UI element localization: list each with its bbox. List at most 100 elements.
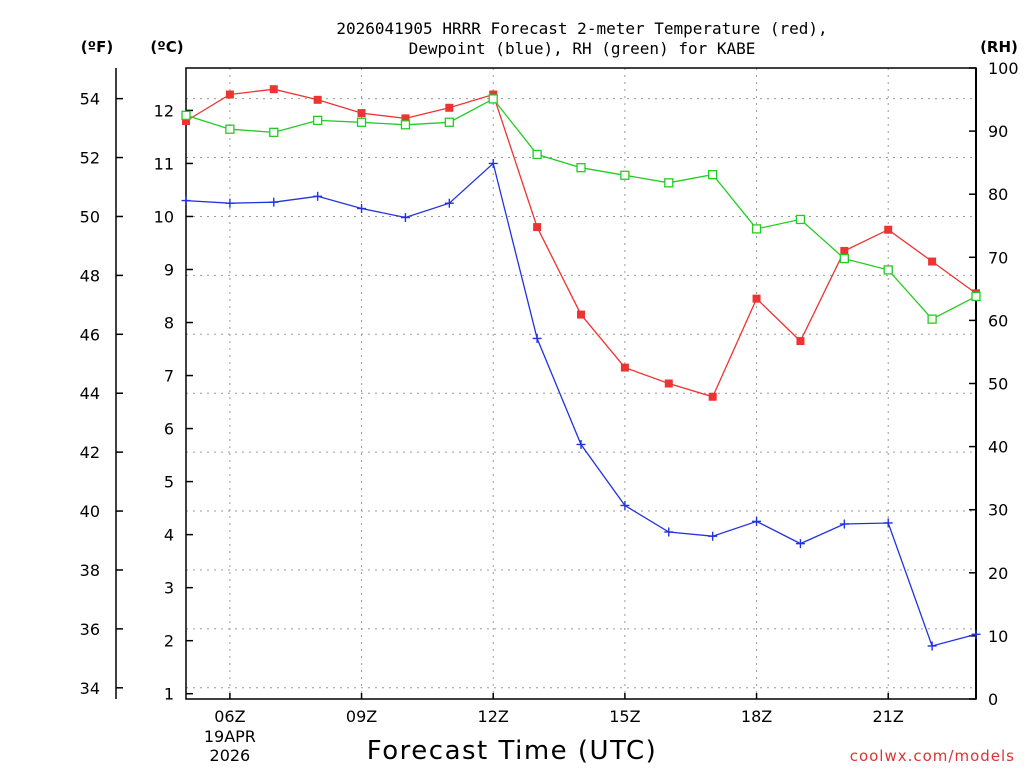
dewpoint-point (971, 629, 981, 639)
rh-tick-label: 50 (988, 375, 1008, 394)
temperature-point (182, 117, 190, 126)
celsius-tick-label: 4 (164, 526, 174, 545)
x-tick-year: 2026 (210, 746, 251, 765)
rh-point (532, 149, 542, 160)
axes-ticks: 3436384042444648505254123456789101112010… (80, 59, 1019, 765)
dewpoint-point (752, 516, 762, 526)
dewpoint-point (839, 519, 849, 529)
celsius-tick-label: 12 (154, 101, 174, 120)
dewpoint-point (444, 198, 454, 208)
dewpoint-point (488, 158, 498, 168)
dewpoint-point (357, 204, 367, 214)
fahrenheit-tick-label: 44 (80, 384, 100, 403)
celsius-tick-label: 5 (164, 473, 174, 492)
rh-tick-label: 0 (988, 690, 998, 709)
rh-point (488, 94, 498, 104)
rh-point (751, 224, 762, 234)
temperature-point (708, 392, 717, 401)
fahrenheit-tick-label: 50 (80, 207, 100, 226)
rh-point (708, 169, 718, 180)
rh-point (225, 124, 235, 134)
grid-lines (186, 68, 976, 699)
x-tick-date: 19APR (204, 727, 256, 746)
dewpoint-point (576, 439, 586, 449)
temperature-point (533, 223, 542, 232)
celsius-tick-label: 2 (164, 632, 174, 651)
rh-tick-label: 40 (988, 438, 1008, 457)
dewpoint-point (181, 196, 191, 206)
temperature-point (225, 90, 234, 99)
dewpoint-point (883, 518, 893, 528)
fahrenheit-tick-label: 46 (80, 325, 100, 344)
rh-tick-label: 90 (988, 122, 1008, 141)
credit-text: coolwx.com/models (850, 747, 1015, 765)
x-tick-label: 18Z (741, 707, 772, 726)
chart-title-line1: 2026041905 HRRR Forecast 2-meter Tempera… (336, 19, 827, 38)
rh-line (185, 98, 977, 320)
temperature-line (185, 88, 977, 398)
fahrenheit-tick-label: 52 (80, 149, 100, 168)
rh-unit-label: (RH) (980, 38, 1018, 56)
temperature-point (357, 109, 366, 118)
celsius-tick-label: 6 (164, 420, 174, 439)
celsius-tick-label: 7 (164, 367, 174, 386)
celsius-tick-label: 10 (154, 207, 174, 226)
rh-point (795, 214, 806, 225)
rh-point (971, 291, 981, 302)
fahrenheit-tick-label: 38 (80, 561, 100, 580)
temperature-point (840, 246, 849, 255)
fahrenheit-tick-label: 36 (80, 620, 100, 639)
celsius-tick-label: 1 (164, 685, 174, 704)
rh-point (400, 120, 411, 130)
temperature-point (884, 225, 893, 234)
celsius-tick-label: 9 (164, 260, 174, 279)
celsius-unit-label: (ºC) (150, 38, 183, 56)
dewpoint-point (795, 539, 805, 549)
fahrenheit-tick-label: 34 (80, 679, 100, 698)
rh-tick-label: 30 (988, 501, 1008, 520)
fahrenheit-tick-label: 42 (80, 443, 100, 462)
rh-point (664, 178, 674, 188)
x-tick-label: 21Z (873, 707, 904, 726)
dewpoint-point (620, 500, 630, 510)
x-tick-label: 15Z (609, 707, 640, 726)
dewpoint-point (400, 213, 410, 223)
dewpoint-point (927, 641, 937, 651)
rh-point (620, 170, 630, 180)
rh-point (927, 314, 937, 324)
celsius-tick-label: 11 (154, 154, 174, 173)
temperature-point (313, 95, 322, 104)
celsius-tick-label: 8 (164, 314, 174, 333)
fahrenheit-unit-label: (ºF) (81, 38, 113, 56)
fahrenheit-tick-label: 40 (80, 502, 100, 521)
rh-point (883, 265, 893, 275)
dewpoint-point (664, 527, 674, 537)
chart-title-line2: Dewpoint (blue), RH (green) for KABE (409, 39, 756, 58)
x-tick-label: 09Z (346, 707, 377, 726)
x-tick-label: 06Z (214, 707, 245, 726)
rh-tick-label: 100 (988, 59, 1019, 78)
dewpoint-point (313, 191, 323, 201)
dewpoint-line (185, 162, 977, 647)
temperature-point (445, 103, 454, 112)
data-series (181, 85, 981, 651)
rh-point (356, 117, 367, 127)
temperature-point (664, 379, 673, 388)
dewpoint-point (225, 198, 235, 208)
fahrenheit-tick-label: 54 (80, 90, 100, 109)
rh-point (313, 115, 323, 126)
x-axis-label: Forecast Time (UTC) (367, 736, 658, 766)
rh-tick-label: 70 (988, 248, 1008, 267)
rh-point (269, 127, 279, 138)
x-tick-label: 12Z (478, 707, 509, 726)
dewpoint-point (532, 333, 542, 343)
rh-tick-label: 60 (988, 311, 1008, 330)
rh-point (839, 253, 849, 264)
temperature-point (577, 310, 585, 319)
celsius-tick-label: 3 (164, 579, 174, 598)
rh-tick-label: 80 (988, 185, 1008, 204)
temperature-point (796, 337, 805, 346)
dewpoint-point (269, 197, 279, 207)
rh-point (444, 117, 454, 127)
temperature-point (928, 257, 937, 266)
